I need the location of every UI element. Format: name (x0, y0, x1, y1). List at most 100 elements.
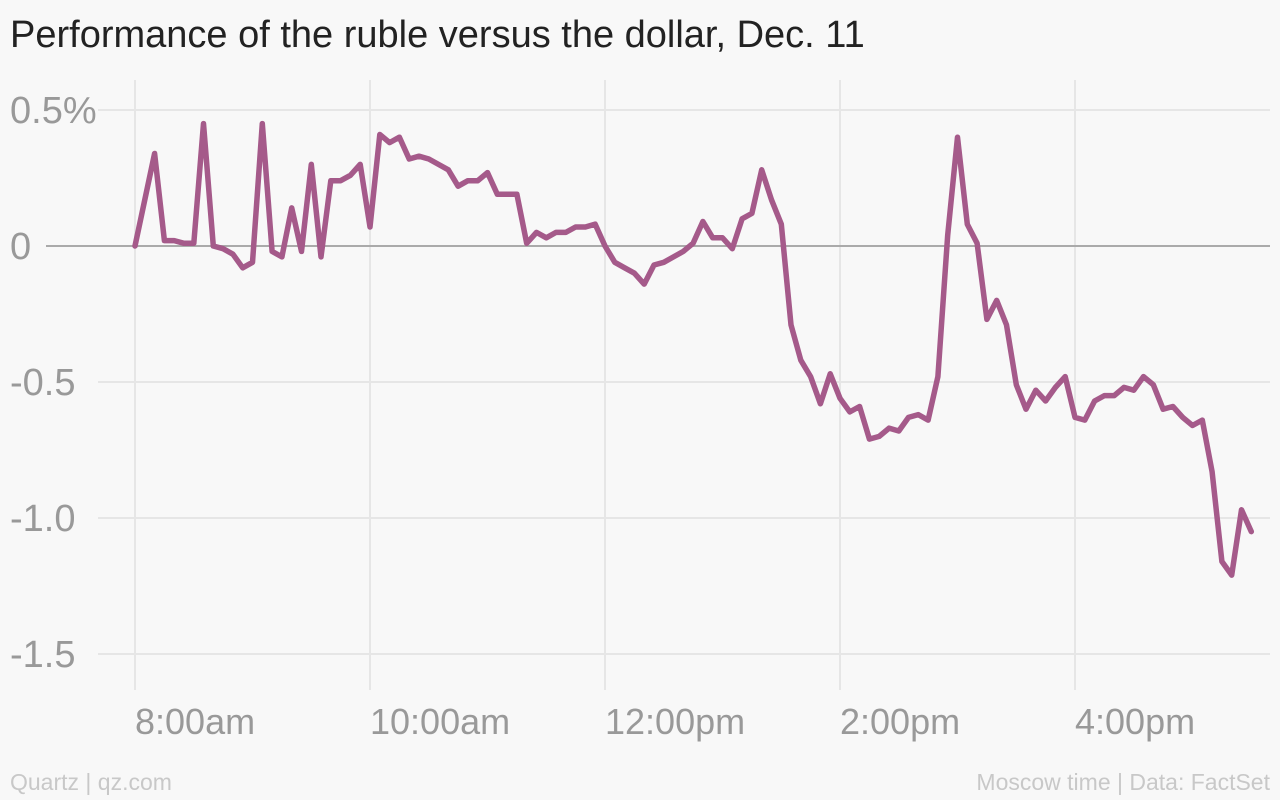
data-point (867, 436, 872, 442)
data-point (171, 238, 177, 244)
series (132, 120, 1255, 578)
data-point (1180, 415, 1186, 420)
chart-title: Performance of the ruble versus the doll… (10, 14, 865, 56)
data-point (445, 167, 451, 173)
data-source-note: Moscow time | Data: FactSet (976, 769, 1270, 795)
data-point (426, 156, 432, 162)
data-point (857, 404, 862, 409)
data-point (1209, 469, 1215, 475)
data-point (534, 230, 539, 235)
data-point (318, 254, 324, 260)
data-point (641, 281, 647, 287)
data-point (1092, 398, 1097, 404)
data-point (622, 265, 627, 271)
data-point (1043, 398, 1048, 404)
data-point (935, 374, 941, 379)
grid-lines (98, 80, 1270, 690)
data-point (250, 259, 255, 265)
data-point (504, 191, 510, 197)
data-point (1102, 393, 1107, 398)
data-point (1111, 393, 1117, 398)
x-tick-label: 2:00pm (840, 701, 960, 742)
data-point (1072, 415, 1078, 420)
y-tick-label: -1.5 (10, 634, 75, 676)
data-point (700, 219, 706, 224)
data-point (465, 178, 471, 184)
data-point (798, 357, 804, 363)
data-point (406, 156, 412, 162)
x-tick-label: 4:00pm (1075, 701, 1195, 742)
data-point (181, 240, 187, 246)
data-point (769, 197, 774, 203)
data-point (651, 262, 657, 268)
data-point (964, 221, 970, 227)
data-point (455, 183, 461, 189)
data-point (514, 191, 520, 197)
data-point (328, 178, 334, 184)
tick-labels: 0.5% 0 -0.5 -1.0 -1.5 8:00am 10:00am 12:00pm 2:0… (10, 90, 1195, 742)
data-point (348, 172, 353, 178)
data-point (1062, 374, 1068, 379)
data-point (377, 132, 383, 137)
data-point (1199, 417, 1205, 423)
data-point (132, 243, 138, 249)
data-point (299, 249, 304, 254)
data-point (1150, 382, 1156, 388)
data-point (1219, 559, 1225, 564)
data-point (661, 259, 667, 265)
data-point (847, 409, 853, 415)
data-point (152, 151, 158, 156)
data-point (612, 259, 618, 265)
y-tick-label: 0 (10, 226, 31, 268)
data-point (671, 254, 676, 260)
data-point (896, 428, 902, 434)
data-point (1248, 529, 1254, 534)
data-point (1160, 406, 1166, 412)
data-point (1141, 374, 1146, 379)
data-point (201, 121, 206, 126)
data-point (915, 412, 921, 417)
data-point (690, 240, 696, 246)
x-tick-label: 8:00am (135, 701, 255, 742)
data-point (573, 224, 578, 230)
x-tick-label: 12:00pm (605, 701, 745, 742)
data-point (289, 205, 295, 211)
data-point (583, 224, 588, 230)
data-point (210, 243, 216, 249)
data-point (876, 434, 882, 439)
data-point (1004, 322, 1009, 328)
data-point (886, 425, 892, 431)
data-point (739, 216, 745, 222)
data-point (602, 243, 608, 249)
data-point (1053, 385, 1058, 390)
data-point (553, 230, 559, 235)
data-point (220, 246, 226, 252)
data-point (1190, 423, 1195, 428)
data-point (397, 134, 402, 140)
data-point (1170, 404, 1176, 409)
data-point (1023, 406, 1029, 412)
data-point (475, 178, 481, 184)
data-point (357, 162, 363, 167)
data-point (592, 221, 598, 227)
data-point (680, 249, 686, 254)
y-tick-label: -0.5 (10, 362, 75, 404)
data-point (269, 249, 275, 254)
data-point (524, 240, 530, 246)
data-point (632, 270, 637, 276)
data-point (494, 191, 500, 197)
data-point (1239, 507, 1244, 513)
data-point (436, 162, 441, 167)
data-point (749, 211, 755, 216)
data-point (827, 371, 833, 377)
series-line (132, 120, 1255, 578)
data-point (808, 374, 813, 379)
data-point (984, 317, 990, 322)
data-point (1229, 572, 1235, 578)
data-point (543, 235, 549, 241)
data-point (906, 415, 911, 420)
data-point (1082, 417, 1088, 423)
data-point (338, 178, 343, 184)
data-point (818, 401, 823, 407)
